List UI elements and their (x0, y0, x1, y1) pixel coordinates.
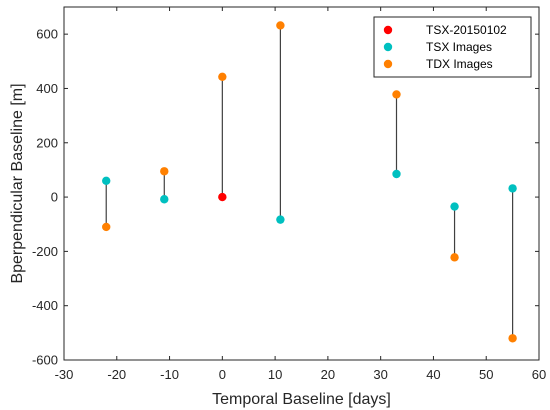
y-tick-label: 400 (36, 81, 58, 96)
tsx-images-point (102, 176, 111, 185)
tsx-images-point (450, 202, 459, 211)
x-axis-title: Temporal Baseline [days] (212, 391, 391, 408)
axes-box (63, 6, 540, 361)
y-tick-label: 0 (51, 190, 58, 205)
x-tick-label: -30 (55, 367, 74, 382)
x-tick-label: 0 (219, 367, 226, 382)
tdx-images-point (450, 253, 459, 262)
x-tick-label: 40 (426, 367, 440, 382)
x-tick-label: 10 (268, 367, 282, 382)
tsx-images-point (160, 195, 169, 204)
legend-label-tsx-20150102: TSX-20150102 (426, 23, 507, 37)
legend-label-tdx-images: TDX Images (426, 57, 493, 71)
legend-marker-tsx-20150102 (383, 25, 393, 35)
tdx-images-point (218, 72, 227, 81)
x-tick-label: -20 (107, 367, 126, 382)
y-tick-label: 200 (36, 135, 58, 150)
legend-marker-tdx-images (383, 59, 393, 69)
x-tick-label: 50 (479, 367, 493, 382)
x-tick-label: 60 (532, 367, 546, 382)
tsx-images-point (508, 184, 517, 193)
tdx-images-point (160, 167, 169, 176)
y-tick-label: -200 (32, 244, 58, 259)
legend-box (373, 16, 532, 78)
y-tick-label: 600 (36, 27, 58, 42)
tsx-20150102-point (218, 192, 227, 202)
tdx-images-point (392, 90, 401, 99)
tdx-images-point (276, 21, 285, 30)
legend-label-tsx-images: TSX Images (426, 40, 492, 54)
tdx-images-point (508, 334, 517, 343)
y-tick-label: -400 (32, 298, 58, 313)
y-axis-title: Bperpendicular Baseline [m] (9, 83, 26, 283)
tsx-images-point (392, 169, 401, 179)
tsx-images-point (276, 215, 285, 224)
legend-marker-tsx-images (383, 42, 393, 52)
y-tick-label: -600 (32, 353, 58, 368)
x-tick-label: 20 (321, 367, 335, 382)
x-tick-label: -10 (160, 367, 179, 382)
legend: TSX-20150102 TSX Images TDX Images (373, 16, 532, 78)
tdx-images-point (102, 222, 111, 232)
x-tick-label: 30 (373, 367, 387, 382)
